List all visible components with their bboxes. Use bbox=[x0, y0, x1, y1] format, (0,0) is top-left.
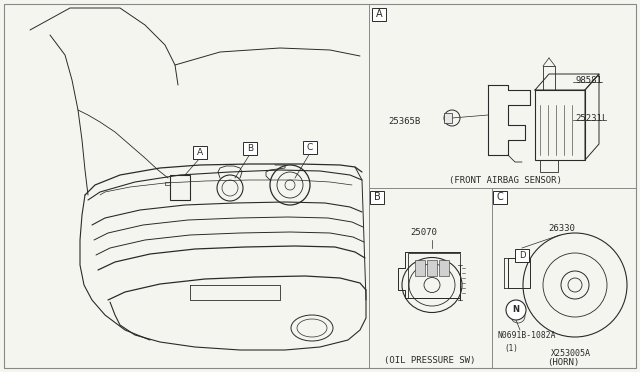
Bar bbox=[535, 90, 585, 160]
Text: D: D bbox=[519, 250, 525, 260]
Bar bbox=[444, 113, 452, 123]
Bar bbox=[303, 141, 317, 154]
Bar bbox=[540, 160, 558, 172]
Text: B: B bbox=[374, 192, 380, 202]
Bar bbox=[370, 190, 384, 203]
Text: 25231L: 25231L bbox=[575, 113, 607, 122]
Text: 25070: 25070 bbox=[410, 228, 437, 237]
Text: A: A bbox=[376, 9, 382, 19]
Text: 26330: 26330 bbox=[548, 224, 575, 232]
Text: (1): (1) bbox=[504, 343, 518, 353]
Bar bbox=[427, 260, 437, 276]
Bar bbox=[508, 258, 530, 288]
Bar bbox=[408, 253, 460, 298]
Text: C: C bbox=[307, 142, 313, 151]
Text: 25365B: 25365B bbox=[388, 116, 420, 125]
Bar bbox=[415, 260, 425, 276]
Bar bbox=[372, 7, 386, 20]
Text: X253005A: X253005A bbox=[551, 349, 591, 357]
Text: B: B bbox=[247, 144, 253, 153]
Text: N: N bbox=[513, 305, 520, 314]
Text: C: C bbox=[497, 192, 504, 202]
Bar bbox=[439, 260, 449, 276]
Circle shape bbox=[506, 300, 526, 320]
Text: (OIL PRESSURE SW): (OIL PRESSURE SW) bbox=[384, 356, 476, 365]
Bar bbox=[515, 248, 529, 262]
Bar bbox=[243, 141, 257, 154]
Bar bbox=[193, 145, 207, 158]
Bar bbox=[493, 190, 507, 203]
Text: (HORN): (HORN) bbox=[547, 359, 579, 368]
Text: N0691B-1082A: N0691B-1082A bbox=[498, 330, 557, 340]
Text: 98581: 98581 bbox=[575, 76, 602, 84]
Bar bbox=[170, 175, 190, 200]
Text: A: A bbox=[197, 148, 203, 157]
Text: (FRONT AIRBAG SENSOR): (FRONT AIRBAG SENSOR) bbox=[449, 176, 561, 185]
